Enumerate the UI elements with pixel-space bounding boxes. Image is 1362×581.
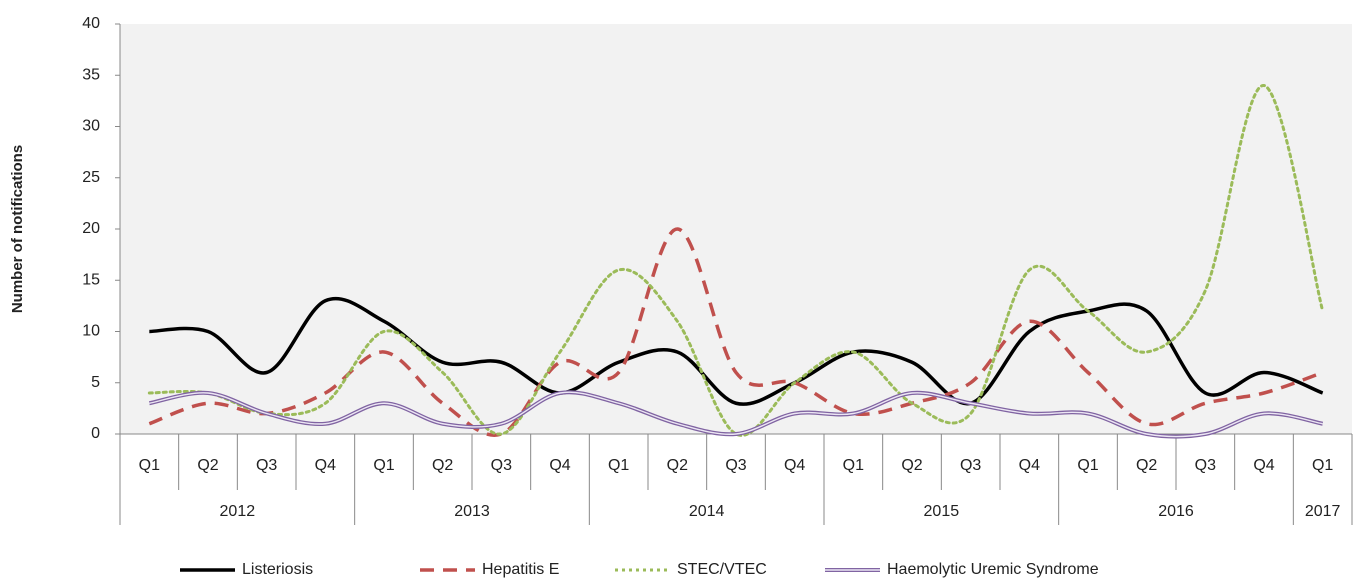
x-tick-label: Q2 [667, 457, 688, 474]
x-tick-label: Q1 [843, 457, 864, 474]
x-tick-label: Q4 [315, 457, 336, 474]
x-tick-label: Q3 [725, 457, 746, 474]
y-tick-label: 25 [82, 169, 100, 186]
y-tick-label: 0 [91, 425, 100, 442]
x-tick-label: Q3 [1195, 457, 1216, 474]
y-axis-title: Number of notifications [9, 145, 26, 313]
y-tick-label: 40 [82, 15, 100, 32]
x-tick-label: Q1 [608, 457, 629, 474]
x-tick-label: Q1 [139, 457, 160, 474]
x-group-label: 2015 [924, 503, 960, 520]
x-tick-label: Q2 [432, 457, 453, 474]
x-group-label: 2017 [1305, 503, 1341, 520]
x-tick-label: Q3 [960, 457, 981, 474]
x-tick-label: Q3 [256, 457, 277, 474]
y-tick-label: 5 [91, 374, 100, 391]
series-line-inner [149, 391, 1323, 438]
x-tick-label: Q1 [1312, 457, 1333, 474]
y-tick-label: 30 [82, 118, 100, 135]
plot-area [120, 24, 1352, 434]
x-group-label: 2012 [220, 503, 256, 520]
y-tick-label: 15 [82, 271, 100, 288]
series-line [149, 296, 1324, 406]
x-tick-label: Q2 [197, 457, 218, 474]
x-group-label: 2014 [689, 503, 725, 520]
x-tick-label: Q4 [1253, 457, 1274, 474]
series-line [147, 84, 1325, 437]
x-tick-label: Q4 [784, 457, 805, 474]
x-group-label: 2016 [1158, 503, 1194, 520]
legend-label: Haemolytic Uremic Syndrome [887, 561, 1099, 578]
x-tick-label: Q2 [1136, 457, 1157, 474]
x-tick-label: Q4 [1019, 457, 1040, 474]
y-tick-label: 20 [82, 220, 100, 237]
series-line [148, 227, 1324, 437]
y-tick-label: 35 [82, 66, 100, 83]
x-tick-label: Q2 [901, 457, 922, 474]
x-tick-label: Q1 [373, 457, 394, 474]
x-tick-label: Q1 [1077, 457, 1098, 474]
x-group-label: 2013 [454, 503, 490, 520]
legend-label: Listeriosis [242, 561, 313, 578]
x-tick-label: Q4 [549, 457, 570, 474]
legend-label: STEC/VTEC [677, 561, 767, 578]
x-tick-label: Q3 [491, 457, 512, 474]
y-tick-label: 10 [82, 323, 100, 340]
legend-label: Hepatitis E [482, 561, 559, 578]
